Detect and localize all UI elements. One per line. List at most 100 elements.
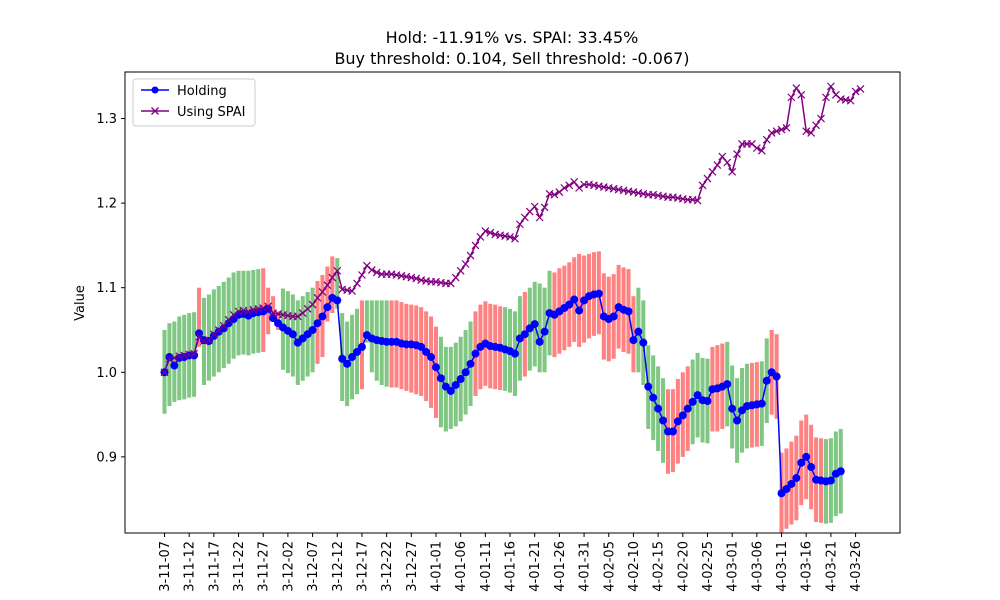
x-tick-label: 4-01-06 <box>454 541 469 592</box>
holding-point <box>353 347 362 356</box>
using-spai-point <box>812 121 821 130</box>
using-spai-point <box>170 353 179 362</box>
holding-point <box>570 295 579 304</box>
holding-point <box>471 349 480 358</box>
y-tick-label: 1.3 <box>96 112 117 127</box>
prediction-bar-down <box>419 307 424 396</box>
prediction-bar-up <box>364 300 369 343</box>
using-spai-point <box>728 167 737 176</box>
x-tick-label: 4-03-11 <box>775 541 790 592</box>
chart-title: Hold: -11.91% vs. SPAI: 33.45% <box>386 28 639 47</box>
using-spai-point <box>506 233 514 241</box>
prediction-bar-down <box>325 266 330 322</box>
holding-point <box>678 411 687 420</box>
using-spai-point <box>372 268 381 277</box>
using-spai-point <box>703 174 712 183</box>
x-tick-label: 4-02-20 <box>676 541 691 592</box>
using-spai-point <box>797 90 806 99</box>
using-spai-point <box>782 123 791 132</box>
x-tick-label: 4-01-21 <box>528 541 543 592</box>
using-spai-point <box>570 178 579 186</box>
x-tick-label: 3-12-27 <box>405 541 420 592</box>
using-spai-point <box>723 158 732 167</box>
using-spai-point <box>348 287 356 296</box>
using-spai-point <box>229 310 238 319</box>
using-spai-point <box>486 228 495 237</box>
holding-point <box>333 296 342 305</box>
x-tick-label: 4-03-01 <box>726 541 741 592</box>
y-tick-label: 1.1 <box>96 281 117 296</box>
using-spai-point <box>757 146 766 155</box>
x-tick-label: 4-01-11 <box>479 541 494 592</box>
x-tick-label: 3-11-17 <box>207 541 222 592</box>
using-spai-point <box>752 144 761 153</box>
holding-point <box>683 404 692 413</box>
x-tick-label: 3-11-22 <box>232 541 247 592</box>
using-spai-point <box>851 87 860 96</box>
plot-area <box>125 72 900 533</box>
using-spai-point <box>476 233 485 241</box>
using-spai-point <box>451 273 460 282</box>
holding-point <box>318 312 327 321</box>
holding-point <box>733 416 742 425</box>
using-spai-point <box>353 279 361 288</box>
holding-point <box>802 452 811 461</box>
using-spai-point <box>713 161 722 169</box>
using-spai-point <box>308 300 317 309</box>
holding-point <box>575 306 584 315</box>
holding-point <box>323 303 332 312</box>
holding-point <box>654 404 663 413</box>
holding-point <box>807 463 816 472</box>
using-spai-point <box>456 266 465 275</box>
using-spai-point <box>333 266 342 275</box>
prediction-bar-up <box>335 258 340 309</box>
holding-point <box>757 399 766 408</box>
holding-point <box>456 375 465 384</box>
using-spai-point <box>293 312 302 321</box>
holding-point <box>338 354 347 363</box>
prediction-bar-down <box>414 305 419 395</box>
using-spai-point <box>575 183 584 192</box>
x-tick-label: 4-02-15 <box>652 541 667 592</box>
holding-point <box>308 325 317 334</box>
using-spai-point <box>846 96 855 105</box>
x-tick-label: 3-11-12 <box>183 541 198 592</box>
holding-point <box>520 330 529 339</box>
using-spai-point <box>259 304 268 312</box>
holding-point <box>288 330 297 339</box>
prediction-bar-down <box>197 287 202 347</box>
holding-point <box>688 397 697 406</box>
prediction-bar-down <box>409 304 414 393</box>
prediction-bar-down <box>429 316 434 408</box>
using-spai-point <box>698 181 707 190</box>
x-tick-label: 3-11-07 <box>158 541 173 592</box>
holding-point <box>673 417 682 426</box>
using-spai-point <box>318 288 327 296</box>
y-tick-label: 0.9 <box>96 450 117 465</box>
prediction-bar-down <box>631 296 636 373</box>
holding-point <box>772 372 781 381</box>
prediction-bar-down <box>424 311 429 402</box>
using-spai-point <box>767 128 776 137</box>
x-tick-label: 4-01-31 <box>578 541 593 592</box>
holding-point <box>639 338 648 347</box>
holding-point <box>436 374 445 383</box>
using-spai-point <box>693 196 702 205</box>
plot-frame <box>124 71 901 534</box>
using-spai-point <box>446 279 455 288</box>
holding-point <box>204 336 213 345</box>
series-markers <box>160 82 865 498</box>
prediction-bar-down <box>271 296 276 322</box>
using-spai-point <box>787 93 796 102</box>
holding-point <box>703 397 712 406</box>
using-spai-point <box>219 321 228 330</box>
using-spai-point <box>817 114 825 123</box>
using-spai-point <box>826 82 835 91</box>
holding-point <box>782 485 791 494</box>
prediction-bar-up <box>537 283 542 373</box>
holding-point <box>313 319 322 328</box>
holding-point <box>530 320 539 329</box>
y-tick-label: 1.0 <box>96 366 117 381</box>
holding-point <box>343 359 352 368</box>
